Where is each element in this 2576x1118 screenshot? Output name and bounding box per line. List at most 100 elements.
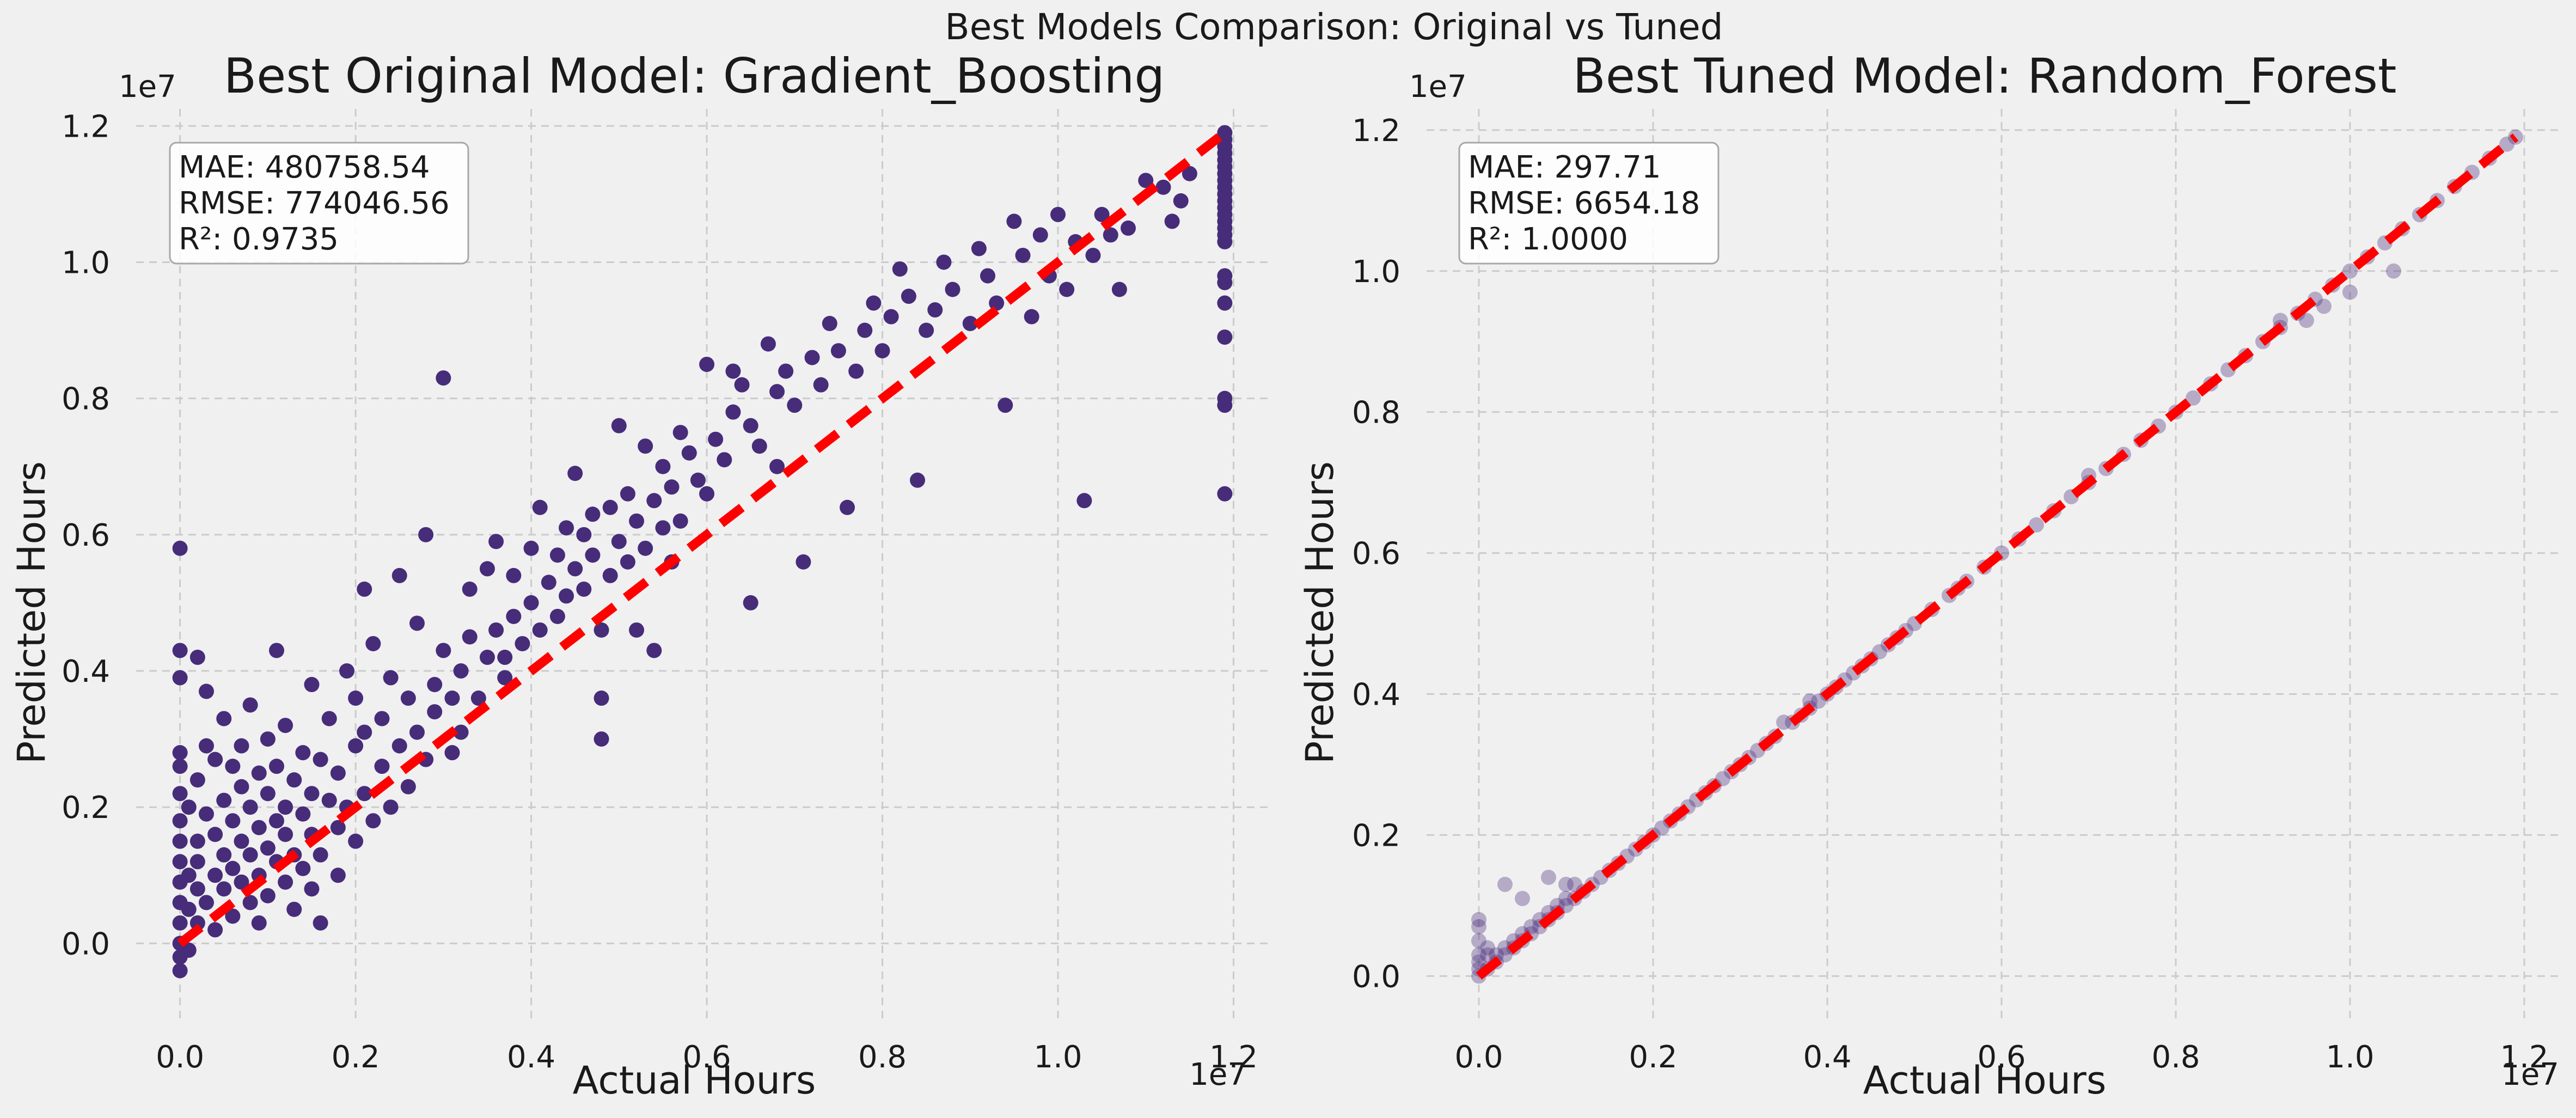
scatter-point	[725, 404, 741, 420]
scatter-point	[1471, 947, 1486, 963]
scatter-point	[260, 731, 276, 747]
scatter-point	[444, 745, 460, 761]
scatter-point	[181, 867, 197, 883]
ideal-fit-line	[177, 129, 1228, 948]
scatter-point	[1217, 486, 1233, 502]
scatter-point	[1085, 247, 1101, 263]
scatter-point	[532, 622, 548, 638]
y-tick-label: 0.8	[62, 382, 110, 417]
scatter-point	[549, 608, 565, 624]
scatter-point	[242, 799, 258, 815]
scatter-point	[189, 854, 205, 870]
metric-mae-tuned: MAE: 297.71	[1468, 150, 1661, 185]
scatter-point	[216, 847, 232, 863]
scatter-point	[374, 711, 390, 726]
scatter-point	[1471, 933, 1486, 949]
scatter-point	[488, 622, 504, 638]
y-scale-label-tuned: 1e7	[1409, 69, 1467, 105]
scatter-point	[506, 608, 522, 624]
scatter-point	[602, 567, 618, 583]
scatter-point	[1776, 714, 1791, 730]
grid-tuned	[1427, 109, 2559, 1018]
y-tick-label: 0.6	[62, 518, 110, 553]
scatter-point	[567, 466, 583, 481]
scatter-point	[664, 479, 680, 495]
x-tick-label: 0.8	[2151, 1040, 2200, 1075]
scatter-point	[620, 554, 635, 570]
metric-rmse-original: RMSE: 774046.56	[179, 186, 450, 221]
scatter-point	[1217, 234, 1233, 249]
scatter-point	[1497, 947, 1513, 963]
scatter-point	[743, 595, 758, 610]
scatter-point	[848, 363, 864, 379]
scatter-point	[383, 799, 399, 815]
scatter-point	[295, 860, 311, 876]
y-tick-label: 0.4	[1352, 677, 1400, 712]
scatter-point	[2273, 313, 2288, 328]
scatter-point	[646, 643, 662, 658]
scatter-point	[497, 670, 513, 686]
x-tick-label: 0.0	[1454, 1040, 1503, 1075]
scatter-point	[207, 827, 223, 842]
scatter-point	[313, 915, 328, 931]
x-tick-label: 1.0	[1033, 1040, 1082, 1075]
scatter-point	[453, 663, 469, 679]
scatter-point	[198, 895, 214, 911]
scatter-point	[1471, 919, 1486, 934]
scatter-point	[234, 874, 249, 890]
scatter-point	[971, 241, 987, 256]
panel-title-original: Best Original Model: Gradient_Boosting	[224, 48, 1165, 104]
scatter-point	[1217, 398, 1233, 413]
scatter-point	[278, 874, 293, 890]
x-tick-label: 1.0	[2326, 1040, 2374, 1075]
scatter-point	[172, 643, 188, 658]
scatter-point	[655, 520, 671, 536]
scatter-point	[593, 731, 609, 747]
scatter-point	[304, 881, 320, 897]
y-scale-label-original: 1e7	[119, 69, 176, 105]
scatter-point	[181, 942, 197, 958]
scatter-point	[453, 724, 469, 740]
scatter-point	[638, 438, 653, 454]
scatter-point	[699, 486, 715, 502]
scatter-point	[313, 847, 328, 863]
scatter-point	[708, 431, 724, 447]
x-tick-label: 0.4	[507, 1040, 555, 1075]
scatter-point	[681, 445, 697, 461]
scatter-point	[251, 915, 267, 931]
scatter-point	[567, 561, 583, 577]
scatter-point	[866, 295, 882, 311]
x-scale-label-tuned: 1e7	[2501, 1057, 2559, 1092]
scatter-point	[1558, 877, 1574, 893]
scatter-point	[576, 527, 592, 542]
y-tick-label: 0.4	[62, 654, 110, 689]
scatter-point	[348, 738, 364, 754]
scatter-point	[2186, 390, 2201, 406]
scatter-point	[515, 636, 530, 651]
scatter-point	[189, 772, 205, 788]
scatter-point	[532, 499, 548, 515]
scatter-point	[418, 527, 434, 542]
y-tick-label: 0.8	[1352, 395, 1400, 431]
scatter-point	[1802, 693, 1818, 709]
scatter-point	[840, 499, 855, 515]
scatter-point	[427, 704, 443, 720]
scatter-point	[699, 357, 715, 372]
scatter-point	[989, 295, 1005, 311]
scatter-point	[892, 261, 908, 277]
scatter-point	[268, 643, 284, 658]
scatter-point	[506, 567, 522, 583]
scatter-point	[391, 567, 407, 583]
scatter-point	[980, 268, 996, 284]
scatter-point	[365, 636, 381, 651]
y-tick-label: 0.2	[62, 790, 110, 826]
scatter-point	[260, 840, 276, 856]
scatter-point	[585, 547, 601, 563]
scatter-point	[330, 820, 346, 835]
scatter-point	[409, 724, 425, 740]
scatter-point	[796, 554, 811, 570]
x-tick-label: 0.6	[683, 1040, 731, 1075]
scatter-point	[172, 813, 188, 829]
scatter-point	[2342, 284, 2358, 300]
scatter-point	[374, 759, 390, 774]
